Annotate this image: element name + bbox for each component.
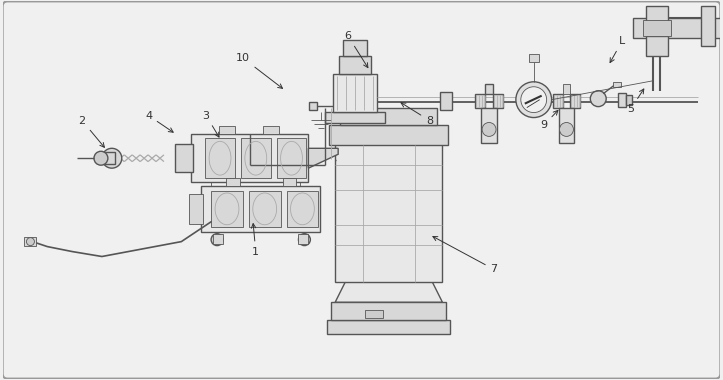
Bar	[299, 234, 309, 244]
Bar	[618, 93, 626, 107]
Text: 6: 6	[345, 31, 368, 68]
Bar	[626, 95, 632, 105]
Bar	[529, 54, 539, 62]
Bar	[176, 144, 193, 172]
Bar	[613, 82, 621, 87]
Circle shape	[516, 82, 552, 117]
Bar	[25, 237, 36, 245]
Bar	[475, 94, 485, 108]
Text: 1: 1	[252, 223, 260, 256]
Bar	[241, 138, 270, 178]
Text: 5: 5	[628, 89, 643, 114]
Bar	[559, 108, 575, 143]
Circle shape	[560, 122, 573, 136]
Bar	[205, 138, 235, 178]
Bar	[646, 36, 668, 56]
Bar	[552, 94, 562, 108]
Bar	[481, 108, 497, 143]
Bar	[201, 186, 320, 232]
Bar	[189, 194, 203, 224]
FancyBboxPatch shape	[3, 2, 720, 378]
Text: 3: 3	[202, 111, 219, 137]
Bar	[701, 6, 715, 46]
Bar	[309, 102, 317, 109]
Bar	[562, 84, 570, 94]
Bar	[485, 84, 493, 94]
Bar	[331, 302, 446, 320]
Bar	[440, 92, 453, 109]
Bar	[340, 108, 437, 125]
Bar	[192, 135, 309, 182]
Circle shape	[299, 234, 310, 245]
Bar	[277, 138, 307, 178]
Circle shape	[590, 91, 606, 107]
Polygon shape	[335, 282, 442, 302]
Text: L: L	[610, 36, 625, 63]
Circle shape	[521, 87, 547, 112]
Bar	[328, 320, 450, 334]
Bar	[103, 152, 115, 164]
Bar	[262, 127, 278, 135]
Bar	[493, 94, 503, 108]
Bar	[365, 310, 383, 318]
Bar	[219, 127, 235, 135]
Bar	[249, 191, 281, 227]
Circle shape	[482, 122, 496, 136]
Text: 9: 9	[540, 111, 558, 130]
Bar	[211, 191, 243, 227]
Bar	[335, 135, 442, 282]
Bar	[646, 6, 668, 21]
Bar	[283, 178, 296, 186]
Text: 4: 4	[145, 111, 174, 132]
Bar	[333, 74, 377, 112]
Text: 10: 10	[236, 53, 283, 89]
Text: 2: 2	[79, 116, 104, 147]
Bar	[213, 234, 223, 244]
Bar	[643, 20, 671, 36]
Bar	[226, 178, 240, 186]
Bar	[286, 191, 318, 227]
Text: 7: 7	[433, 236, 497, 274]
Bar	[570, 94, 581, 108]
Circle shape	[94, 151, 108, 165]
Circle shape	[211, 234, 223, 245]
Bar	[633, 18, 723, 38]
Polygon shape	[309, 148, 338, 168]
Circle shape	[102, 148, 121, 168]
Bar	[329, 125, 448, 145]
Bar	[343, 40, 367, 56]
Bar	[325, 112, 385, 124]
Bar	[339, 56, 371, 74]
Text: 8: 8	[401, 103, 433, 125]
Bar	[211, 182, 301, 186]
Circle shape	[27, 238, 35, 245]
